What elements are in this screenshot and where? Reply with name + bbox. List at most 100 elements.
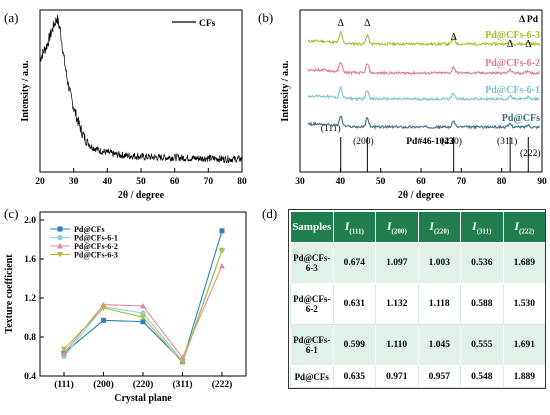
table-header-i200: I(200) xyxy=(375,211,419,243)
panel-c-legend-marker xyxy=(57,243,63,249)
panel-b-xtick-label: 90 xyxy=(537,177,547,187)
panel-c-xtick-label: (111) xyxy=(54,379,74,390)
table-cell-value: 1.889 xyxy=(502,365,546,388)
panel-c-legend-marker xyxy=(57,234,63,241)
panel-b-peak-marker: Δ xyxy=(507,39,514,50)
panel-a-xtick-label: 70 xyxy=(204,177,214,187)
table-header-i111: I(111) xyxy=(332,211,376,243)
table-cell-sample: Pd@CFs xyxy=(290,365,334,388)
panel-b-reference-name: Pd#46-1043 xyxy=(406,137,454,147)
panel-c-xtick-label: (200) xyxy=(93,379,114,390)
panel-c-point xyxy=(140,314,146,321)
panel-a-xtick-label: 30 xyxy=(69,177,79,187)
table-cell-value: 0.536 xyxy=(460,241,504,285)
panel-c-legend-label: Pd@CFs-6-2 xyxy=(74,242,118,251)
table-header-i222: I(222) xyxy=(502,211,546,243)
panel-label-c: (c) xyxy=(4,206,18,221)
table-cell-sample: Pd@CFs-6-1 xyxy=(290,324,334,367)
table-cell-value: 0.631 xyxy=(332,283,376,326)
panel-b-ref-label: (311) xyxy=(497,136,517,147)
table-cell-value: 0.599 xyxy=(332,324,376,367)
panel-c-xtick-label: (220) xyxy=(133,379,154,390)
panel-b-series-label: Pd@CFs-6-3 xyxy=(485,30,540,41)
panel-c-ytick-label: 2.0 xyxy=(24,216,36,226)
panel-b-ref-label: (200) xyxy=(353,136,374,147)
table-header-samples: Samples xyxy=(290,211,334,243)
panel-b-xtick-label: 30 xyxy=(295,177,305,187)
table-row: Pd@CFs-6-1 0.599 1.110 1.045 0.555 1.691 xyxy=(290,324,546,367)
panel-a-series-cfs xyxy=(39,14,242,164)
panel-b-xlabel: 2θ / degree xyxy=(398,190,445,201)
panel-c-ytick-label: 0.8 xyxy=(24,333,36,343)
table-cell-value: 1.003 xyxy=(417,241,461,285)
panel-b-series-label: Pd@CFs-6-2 xyxy=(485,58,540,69)
panel-b-peak-marker: Δ xyxy=(525,39,532,50)
panel-b-xtick-label: 80 xyxy=(497,177,507,187)
panel-b-legend-label: Δ Pd xyxy=(519,15,539,25)
panel-a-frame xyxy=(39,9,243,173)
panel-b-series-label: Pd@CFs-6-1 xyxy=(485,85,540,96)
panel-b-peak-marker: Δ xyxy=(450,32,457,43)
panel-c-point xyxy=(61,346,67,353)
panel-c-legend-label: Pd@CFs-6-1 xyxy=(74,234,118,243)
panel-b-ref-label: (222) xyxy=(520,148,541,159)
panel-c-legend-label: Pd@CFs xyxy=(74,225,105,234)
panel-c-frame xyxy=(39,211,247,377)
table-cell-value: 0.971 xyxy=(375,365,419,388)
table-header-row: Samples I(111) I(200) I(220) I(311) I(22… xyxy=(290,211,546,243)
table-header-i220: I(220) xyxy=(417,211,461,243)
panel-c-ytick-label: 0.4 xyxy=(24,372,36,382)
panel-b-series-line xyxy=(307,85,540,102)
panel-c-point xyxy=(140,302,146,309)
panel-a-legend-label: CFs xyxy=(199,19,216,29)
panel-a-xlabel: 2θ / degree xyxy=(118,190,165,201)
table-cell-value: 0.548 xyxy=(460,365,504,388)
table-cell-value: 1.691 xyxy=(502,324,546,367)
texture-table: Samples I(111) I(200) I(220) I(311) I(22… xyxy=(290,211,546,388)
table-row: Pd@CFs-6-2 0.631 1.132 1.118 0.588 1.530 xyxy=(290,283,546,326)
panel-b-ref-label: (220) xyxy=(441,136,462,147)
panel-b-series-line xyxy=(307,62,540,76)
panel-b-series-line xyxy=(307,30,541,47)
panel-a-xtick-label: 60 xyxy=(170,177,180,187)
panel-label-d: (d) xyxy=(262,206,277,221)
panel-c-point xyxy=(140,310,146,316)
table-row: Pd@CFs-6-3 0.674 1.097 1.003 0.536 1.689 xyxy=(290,241,546,285)
panel-c-ylabel: Texture coefficient xyxy=(4,254,15,334)
panel-c-point xyxy=(100,305,107,312)
table-cell-sample: Pd@CFs-6-2 xyxy=(290,283,334,326)
table-cell-value: 0.957 xyxy=(417,365,461,388)
panel-label-a: (a) xyxy=(4,10,18,25)
table-cell-value: 0.555 xyxy=(460,324,504,367)
panel-c-point xyxy=(101,317,106,323)
panel-b-chart: 30 40 50 60 70 80 90 2θ / degree Intensity / a.u… xyxy=(280,9,547,201)
panel-c-point xyxy=(219,262,225,269)
table-cell-value: 1.118 xyxy=(417,283,461,326)
panel-b-xtick-label: 60 xyxy=(416,177,426,187)
panel-c-ytick-label: 1.2 xyxy=(24,294,36,304)
panel-b-series-label: Pd@CFs xyxy=(502,113,540,124)
panel-c-point xyxy=(219,228,225,234)
panel-a-xtick-label: 40 xyxy=(103,177,113,187)
panel-c-legend-label: Pd@CFs-6-3 xyxy=(74,251,118,260)
table-cell-sample: Pd@CFs-6-3 xyxy=(290,241,334,285)
table-cell-value: 1.045 xyxy=(417,324,461,367)
panel-c-xtick-label: (311) xyxy=(172,379,192,390)
panel-label-b: (b) xyxy=(258,10,273,25)
panel-b-ref-label: (111) xyxy=(321,123,341,134)
panel-a-chart: 20 30 40 50 60 70 80 2θ / degree Intensity / a.u… xyxy=(20,9,247,201)
panel-c-xlabel: Crystal plane xyxy=(114,393,172,404)
panel-c-point xyxy=(179,360,186,366)
panel-b-peak-marker: Δ xyxy=(364,18,371,29)
table-header-i311: I(311) xyxy=(460,211,504,243)
panel-a-xtick-label: 20 xyxy=(35,177,45,187)
table-cell-value: 1.689 xyxy=(502,241,546,285)
table-cell-value: 0.588 xyxy=(460,283,504,326)
panel-b-xtick-label: 70 xyxy=(457,177,467,187)
panel-b-series-line xyxy=(307,115,541,130)
panel-c-legend-marker xyxy=(57,226,63,232)
panel-b-ylabel: Intensity / a.u. xyxy=(280,60,291,122)
table-cell-value: 1.110 xyxy=(375,324,419,367)
panel-c-chart: 0.4 0.8 1.2 1.6 2.0 (111) (200) (220) (311) (222)… xyxy=(4,211,247,404)
